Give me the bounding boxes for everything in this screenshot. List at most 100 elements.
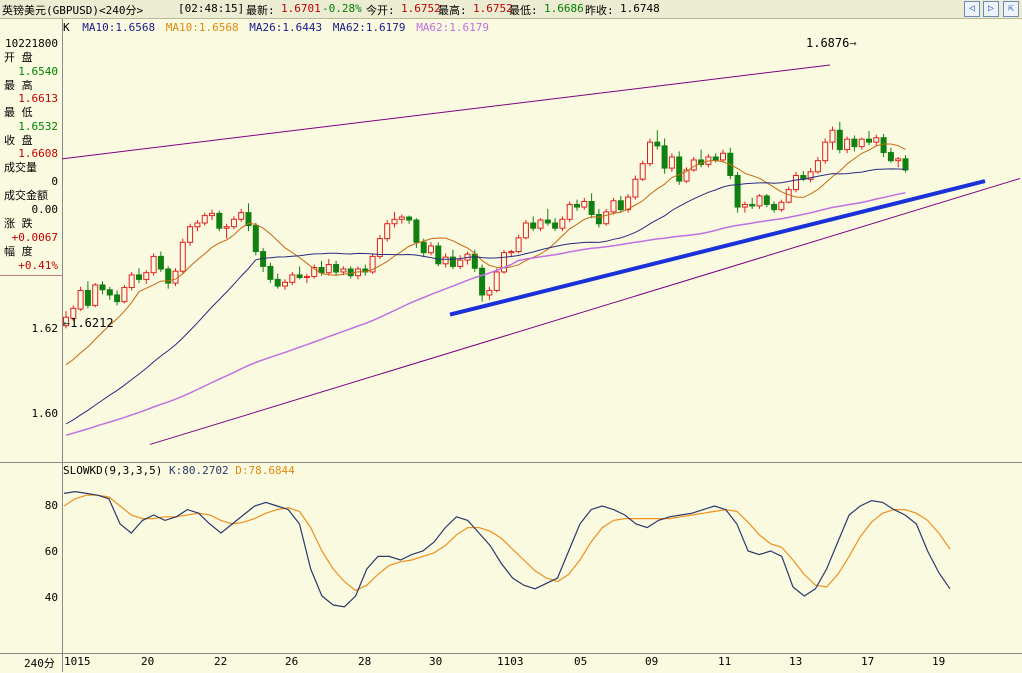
low-label: 最 低 <box>4 106 33 119</box>
volume-label: 成交量 <box>4 161 37 174</box>
candle-body <box>165 268 172 284</box>
candle-body <box>778 201 785 211</box>
candle-body <box>895 158 902 162</box>
candle-body <box>595 213 602 225</box>
low-value: 1.6686 <box>544 2 584 15</box>
ma-legend: K MA10:1.6568 MA10:1.6568 MA26:1.6443 MA… <box>63 21 489 34</box>
high-value: 1.6752 <box>473 2 513 15</box>
candle-body <box>325 264 332 274</box>
latest-value: 1.6701 <box>281 2 321 15</box>
candle-body <box>902 158 909 171</box>
candle-body <box>734 175 741 208</box>
candle-body <box>763 195 770 205</box>
date-tick: 22 <box>214 655 228 668</box>
price-axis-label-160: 1.60 <box>31 407 59 420</box>
candle-body <box>544 219 551 224</box>
kd-axis-label-80: 80 <box>44 499 58 512</box>
candle-body <box>194 222 201 228</box>
date-tick: 13 <box>789 655 803 668</box>
kd-d-value: D:78.6844 <box>235 464 295 477</box>
support-trend-line <box>449 179 986 317</box>
price-axis-label-162: 1.62 <box>31 322 59 335</box>
candle-body <box>741 203 748 208</box>
candle-body <box>187 226 194 243</box>
lower-channel-line <box>149 178 1021 445</box>
candle-body <box>128 274 135 289</box>
amount-value: 0.00 <box>31 203 59 216</box>
next-arrow-icon[interactable]: ▷ <box>983 1 999 17</box>
upper-channel-line <box>61 64 831 160</box>
panel-divider <box>0 275 62 276</box>
candle-body <box>318 267 325 274</box>
candle-body <box>333 264 340 273</box>
candle-body <box>398 216 405 220</box>
date-tick: 30 <box>429 655 443 668</box>
low-annotation: ←1.6212 <box>63 316 114 330</box>
date-tick: 26 <box>285 655 299 668</box>
candle-body <box>282 281 288 287</box>
candle-body <box>661 145 668 169</box>
close-label: 收 盘 <box>4 134 33 147</box>
candle-body <box>230 218 237 228</box>
candle-body <box>501 252 507 273</box>
candle-body <box>413 219 420 243</box>
volume-top: 10221800 <box>5 37 58 50</box>
amount-label: 成交金额 <box>4 189 48 202</box>
candle-body <box>559 218 566 229</box>
candle-body <box>654 141 661 147</box>
ma62-line <box>65 191 906 436</box>
candle-body <box>114 294 121 303</box>
pane-separator <box>0 462 1022 463</box>
candle-body <box>749 203 756 207</box>
ma26-legend: MA26:1.6443 <box>249 21 323 34</box>
period-label: 240分 <box>24 657 55 670</box>
candle-body <box>99 284 106 291</box>
candle-body <box>77 290 84 310</box>
candle-body <box>369 255 376 273</box>
kd-legend: SLOWKD(9,3,3,5) K:80.2702 D:78.6844 <box>63 464 295 477</box>
candle-body <box>552 222 559 229</box>
candle-body <box>289 274 296 283</box>
candle-body <box>384 223 391 240</box>
date-tick: 09 <box>645 655 659 668</box>
clock: [02:48:15] <box>178 2 245 15</box>
high-annotation: 1.6876→ <box>806 36 857 50</box>
date-tick: 28 <box>358 655 372 668</box>
candle-body <box>822 141 829 162</box>
low-value: 1.6532 <box>18 120 58 133</box>
date-tick: 05 <box>574 655 588 668</box>
candle-body <box>449 256 456 267</box>
candle-body <box>756 195 763 207</box>
kd-name: SLOWKD(9,3,3,5) <box>63 464 163 477</box>
high-label: 最 高 <box>4 79 33 92</box>
candle-body <box>340 268 347 273</box>
candle-body <box>84 290 91 306</box>
prev-arrow-icon[interactable]: ◁ <box>964 1 980 17</box>
candle-body <box>274 278 281 287</box>
candle-body <box>844 138 851 151</box>
candle-body <box>471 253 478 269</box>
candle-body <box>347 268 354 277</box>
amplitude-label: 幅 度 <box>4 245 33 258</box>
candle-body <box>537 219 544 229</box>
open-label: 今开: <box>366 4 395 17</box>
candle-body <box>238 212 245 220</box>
candle-body <box>639 163 646 180</box>
ma62-legend: MA62:1.6179 <box>332 21 406 34</box>
open-value: 1.6540 <box>18 65 58 78</box>
candle-body <box>435 245 442 265</box>
candle-body <box>136 274 142 280</box>
candle-body <box>92 284 99 306</box>
kd-d-line <box>63 494 951 592</box>
restore-icon[interactable]: ⇱ <box>1003 1 1019 17</box>
date-tick: 20 <box>141 655 155 668</box>
kd-k-value: K:80.2702 <box>168 464 229 477</box>
candle-body <box>632 178 639 198</box>
candle-body <box>252 225 259 253</box>
candle-body <box>223 226 230 229</box>
candle-body <box>720 152 726 161</box>
candle-body <box>157 255 164 270</box>
candle-body <box>106 289 113 296</box>
candle-body <box>311 267 318 277</box>
